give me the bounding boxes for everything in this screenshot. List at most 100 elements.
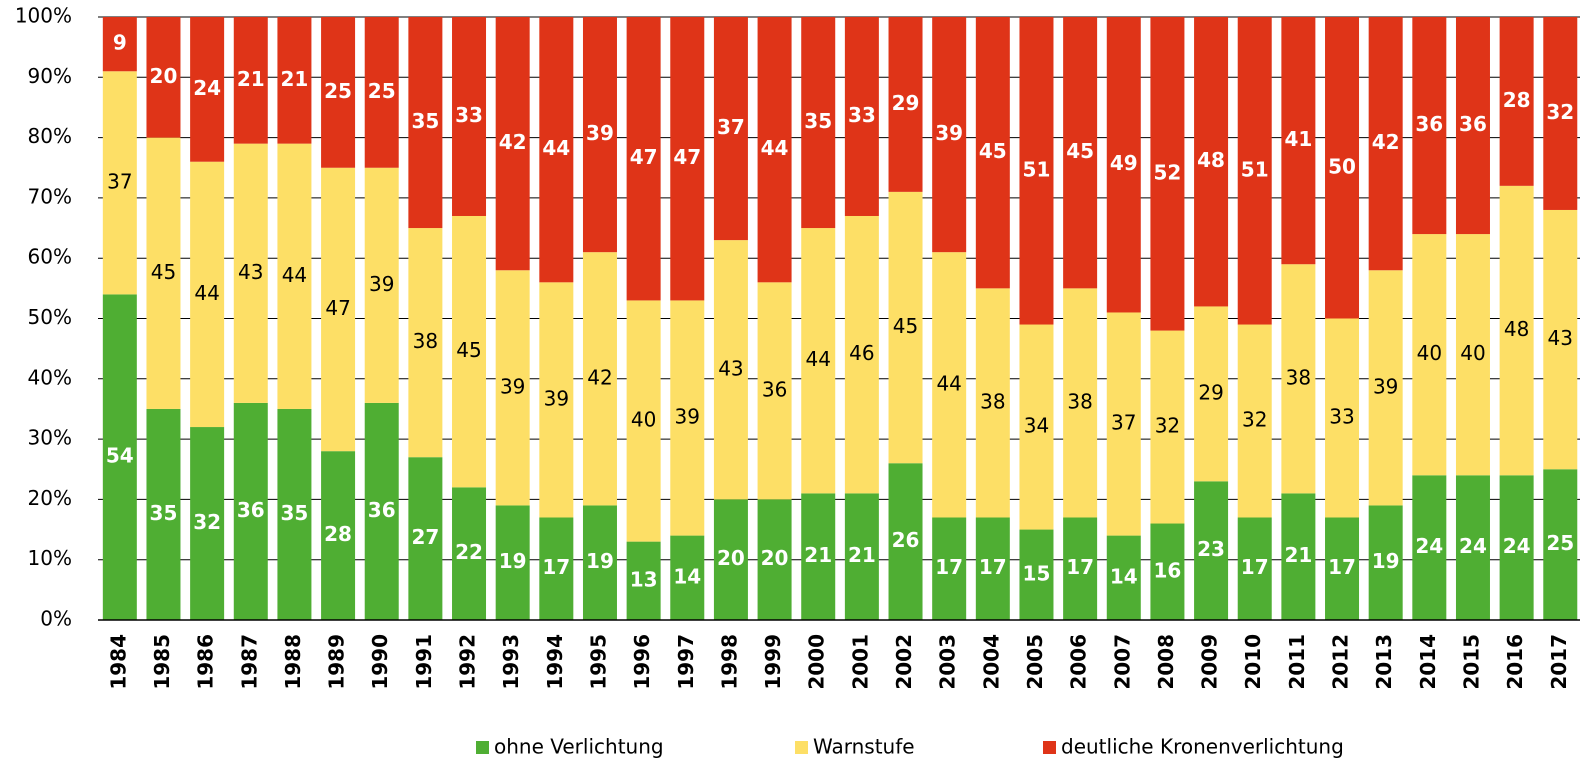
data-label: 21 — [848, 543, 876, 567]
data-label: 48 — [1504, 317, 1529, 341]
bar-segment — [1019, 324, 1054, 530]
bar-segment — [582, 17, 617, 253]
bar-segment — [190, 161, 225, 428]
bar-segment — [495, 270, 530, 506]
data-label: 48 — [1197, 148, 1225, 172]
data-label: 33 — [1329, 404, 1354, 428]
x-tick-label: 2013 — [1372, 634, 1396, 690]
bar-segment — [1106, 535, 1141, 620]
bar-segment — [539, 517, 574, 620]
data-label: 42 — [499, 130, 527, 154]
bar-segment — [932, 252, 967, 518]
data-label: 21 — [237, 67, 265, 91]
data-label: 28 — [324, 522, 352, 546]
bar-segment — [364, 402, 399, 620]
x-tick-label: 2011 — [1285, 634, 1309, 690]
data-label: 17 — [979, 555, 1007, 579]
data-label: 14 — [1110, 564, 1138, 588]
data-label: 19 — [586, 549, 614, 573]
x-tick-label: 2010 — [1241, 634, 1265, 690]
bar-segment — [408, 228, 443, 458]
data-label: 36 — [1459, 112, 1487, 136]
data-label: 44 — [282, 263, 307, 287]
bar-segment — [146, 17, 181, 138]
bar-segment — [1455, 17, 1490, 235]
x-tick-label: 1994 — [543, 634, 567, 690]
data-label: 39 — [500, 374, 525, 398]
x-tick-label: 1992 — [456, 634, 480, 690]
data-label: 45 — [151, 260, 176, 284]
data-label: 39 — [1373, 374, 1398, 398]
bar-segment — [146, 408, 181, 620]
bar-segment — [844, 17, 879, 216]
bar-segment — [1368, 270, 1403, 506]
y-tick-label: 80% — [28, 124, 72, 148]
bar-segment — [102, 294, 137, 620]
bar-segment — [1150, 330, 1185, 524]
bar-segment — [321, 17, 356, 168]
bar-segment — [1281, 493, 1316, 620]
data-label: 24 — [1459, 534, 1487, 558]
bar-segment — [1325, 517, 1360, 620]
x-tick-label: 2015 — [1459, 634, 1483, 690]
data-label: 44 — [194, 281, 219, 305]
data-label: 32 — [1155, 414, 1180, 438]
data-label: 20 — [761, 546, 789, 570]
data-label: 44 — [542, 136, 570, 160]
data-label: 49 — [1110, 151, 1138, 175]
y-tick-label: 100% — [15, 4, 72, 28]
bar-segment — [626, 541, 661, 620]
data-label: 24 — [1415, 534, 1443, 558]
bar-segment — [146, 137, 181, 409]
bar-segment — [1368, 505, 1403, 620]
data-label: 28 — [1503, 88, 1531, 112]
y-tick-label: 20% — [28, 486, 72, 510]
bar-segment — [1106, 17, 1141, 313]
x-tick-label: 2008 — [1154, 634, 1178, 690]
data-label: 42 — [1372, 130, 1400, 154]
bar-segment — [1237, 17, 1272, 325]
data-label: 21 — [281, 67, 309, 91]
bar-segment — [1019, 529, 1054, 620]
bar-segment — [364, 167, 399, 403]
data-label: 47 — [630, 145, 658, 169]
x-tick-label: 1995 — [586, 634, 610, 690]
x-tick-label: 1998 — [717, 634, 741, 690]
x-tick-label: 1991 — [412, 634, 436, 690]
data-label: 37 — [107, 169, 132, 193]
bar-segment — [452, 487, 487, 620]
x-tick-label: 1990 — [368, 634, 392, 690]
data-label: 44 — [805, 347, 830, 371]
data-label: 21 — [804, 543, 832, 567]
data-label: 45 — [893, 314, 918, 338]
data-label: 45 — [456, 338, 481, 362]
y-tick-label: 10% — [28, 546, 72, 570]
bar-segment — [1281, 264, 1316, 494]
bar-segment — [1150, 523, 1185, 620]
bar-segment — [1194, 481, 1229, 620]
bar-segment — [670, 17, 705, 301]
bar-segment — [626, 300, 661, 542]
data-label: 17 — [1241, 555, 1269, 579]
bar-segment — [1499, 475, 1534, 620]
data-label: 17 — [1066, 555, 1094, 579]
x-tick-label: 2001 — [848, 634, 872, 690]
data-label: 45 — [1066, 139, 1094, 163]
y-tick-label: 70% — [28, 184, 72, 208]
data-label: 38 — [1067, 389, 1092, 413]
bar-segment — [1194, 17, 1229, 307]
data-label: 39 — [369, 272, 394, 296]
x-tick-label: 1989 — [325, 634, 349, 690]
data-label: 40 — [1460, 341, 1485, 365]
x-tick-label: 2017 — [1547, 634, 1571, 690]
data-label: 27 — [411, 525, 439, 549]
data-label: 15 — [1023, 561, 1051, 585]
bar-segment — [844, 215, 879, 494]
data-label: 17 — [542, 555, 570, 579]
data-label: 51 — [1023, 157, 1051, 181]
bar-segment — [626, 17, 661, 301]
data-label: 39 — [586, 121, 614, 145]
data-label: 43 — [1548, 326, 1573, 350]
x-tick-label: 2002 — [892, 634, 916, 690]
bar-segment — [670, 300, 705, 536]
